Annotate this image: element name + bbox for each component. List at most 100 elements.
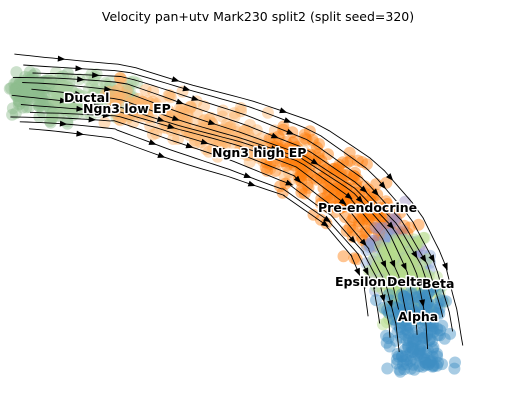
cell-point bbox=[348, 170, 361, 183]
cell-point bbox=[62, 104, 75, 116]
cell-point bbox=[86, 89, 99, 102]
cell-point bbox=[409, 291, 422, 304]
streamline bbox=[29, 111, 400, 352]
cell-point bbox=[397, 300, 410, 313]
cell-point bbox=[411, 349, 424, 362]
cell-point bbox=[369, 234, 381, 247]
streamline bbox=[23, 64, 454, 332]
streamline-arrow bbox=[57, 55, 66, 62]
cell-point bbox=[397, 300, 410, 313]
cell-point bbox=[399, 195, 412, 208]
cell-point bbox=[54, 79, 67, 92]
cell-point bbox=[390, 302, 403, 314]
cell-point bbox=[415, 286, 428, 299]
streamline-arrow bbox=[59, 97, 68, 104]
cell-point bbox=[68, 94, 81, 107]
cell-point bbox=[390, 257, 403, 270]
cell-point bbox=[312, 147, 325, 160]
cell-point bbox=[163, 108, 176, 121]
cell-point bbox=[177, 106, 190, 119]
cell-point bbox=[420, 346, 433, 359]
cell-point bbox=[381, 247, 394, 260]
cell-point bbox=[417, 268, 430, 281]
cell-point bbox=[47, 108, 60, 120]
cell-point bbox=[387, 313, 400, 326]
cell-point bbox=[402, 298, 415, 311]
cell-point bbox=[38, 75, 51, 88]
cell-point bbox=[355, 230, 368, 243]
cell-point bbox=[401, 358, 413, 371]
cell-point bbox=[389, 233, 402, 246]
cell-point bbox=[380, 316, 393, 329]
cell-point bbox=[363, 264, 376, 277]
cell-point bbox=[394, 228, 406, 240]
cell-point bbox=[358, 206, 371, 219]
streamline-arrow bbox=[283, 117, 292, 123]
streamline-arrow bbox=[386, 221, 395, 230]
cell-point bbox=[60, 94, 73, 107]
cell-point bbox=[343, 146, 356, 159]
cell-point bbox=[449, 356, 461, 369]
cell-point bbox=[413, 345, 426, 358]
cell-point bbox=[429, 281, 442, 294]
cell-point bbox=[13, 80, 26, 93]
cell-point bbox=[6, 102, 19, 115]
streamline-arrow bbox=[191, 95, 200, 101]
cell-point bbox=[332, 161, 345, 174]
cell-point bbox=[9, 83, 22, 96]
cell-point bbox=[352, 220, 365, 233]
cell-point bbox=[114, 71, 127, 84]
cell-point bbox=[335, 170, 347, 183]
cell-point bbox=[14, 97, 27, 110]
cell-point bbox=[125, 91, 138, 104]
cell-point bbox=[314, 197, 327, 210]
cell-point bbox=[426, 323, 439, 336]
cell-point bbox=[366, 240, 379, 253]
cell-point bbox=[303, 125, 316, 138]
cell-point bbox=[373, 222, 386, 235]
cell-point bbox=[10, 82, 23, 94]
cell-point bbox=[314, 172, 327, 185]
cell-point bbox=[286, 136, 299, 149]
cell-point bbox=[380, 228, 392, 241]
cell-point bbox=[403, 302, 416, 315]
cell-point bbox=[431, 322, 444, 335]
cell-point bbox=[426, 350, 439, 363]
cell-point bbox=[369, 214, 382, 227]
cell-point bbox=[179, 116, 192, 129]
cell-point bbox=[382, 332, 395, 345]
cell-point bbox=[19, 84, 32, 97]
cell-point bbox=[398, 304, 411, 317]
cell-point bbox=[436, 280, 449, 292]
streamline-arrow bbox=[338, 198, 347, 205]
cell-point bbox=[86, 89, 99, 102]
cell-point bbox=[416, 287, 429, 300]
cell-point bbox=[415, 339, 428, 352]
label-ngn3-low-ep: Ngn3 low EP bbox=[83, 101, 171, 116]
cell-point bbox=[375, 206, 387, 219]
cell-point bbox=[426, 308, 439, 321]
cell-point bbox=[407, 305, 420, 317]
cell-point bbox=[172, 122, 184, 135]
cell-point bbox=[165, 112, 178, 125]
cell-point bbox=[410, 236, 423, 249]
cell-point bbox=[402, 326, 415, 339]
cell-point bbox=[400, 307, 413, 320]
cell-point bbox=[73, 96, 86, 108]
cell-point bbox=[424, 319, 437, 332]
streamline-arrow bbox=[386, 173, 394, 181]
cell-point bbox=[57, 80, 70, 92]
cell-point bbox=[14, 88, 27, 101]
cell-point bbox=[234, 129, 247, 142]
cell-point bbox=[376, 283, 389, 296]
cell-point bbox=[403, 247, 416, 260]
streamline-arrow bbox=[442, 262, 448, 271]
streamline-arrow bbox=[286, 128, 295, 135]
cell-point bbox=[202, 145, 215, 158]
cell-point bbox=[390, 290, 403, 303]
cell-point bbox=[397, 290, 410, 303]
cell-point bbox=[399, 323, 412, 335]
cell-point bbox=[414, 350, 427, 363]
streamline bbox=[28, 128, 369, 317]
